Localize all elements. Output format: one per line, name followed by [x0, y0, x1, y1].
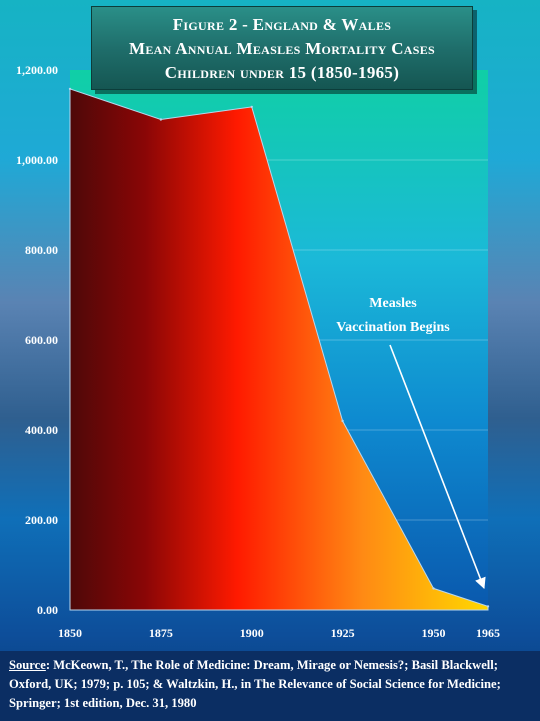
- data-point: [486, 605, 490, 608]
- x-axis-ticks: 1850 1875 1900 1925 1950 1965: [58, 626, 500, 640]
- source-label: Source: [9, 658, 46, 672]
- title-line-1: Figure 2 - England & Wales: [172, 15, 392, 34]
- y-tick-label: 800.00: [25, 243, 58, 257]
- x-tick-label: 1925: [331, 626, 355, 640]
- annotation-line-2: Vaccination Begins: [336, 320, 450, 335]
- annotation-arrow: [389, 344, 486, 590]
- annotation-line-1: Measles: [369, 296, 417, 311]
- x-tick-label: 1850: [58, 626, 82, 640]
- vaccination-annotation: Measles Vaccination Begins: [336, 296, 486, 590]
- x-tick-label: 1900: [240, 626, 264, 640]
- title-line-2: Mean Annual Measles Mortality Cases: [129, 39, 435, 58]
- title-line-3: Children under 15 (1850-1965): [164, 63, 400, 82]
- data-point: [159, 118, 163, 121]
- y-tick-label: 1,000.00: [16, 153, 58, 167]
- data-point: [432, 587, 435, 590]
- chart: 0.00 200.00 400.00 600.00 800.00 1,000.00 1,20…: [16, 63, 500, 640]
- x-tick-label: 1965: [476, 626, 500, 640]
- chart-title: Figure 2 - England & Wales Mean Annual M…: [91, 6, 473, 90]
- data-point: [341, 419, 344, 423]
- y-axis-ticks: 0.00 200.00 400.00 600.00 800.00 1,000.00 1,20…: [16, 63, 58, 617]
- y-tick-label: 200.00: [25, 513, 58, 527]
- y-tick-label: 0.00: [37, 603, 58, 617]
- x-tick-label: 1875: [149, 626, 173, 640]
- data-point: [68, 87, 72, 91]
- source-citation: Source: McKeown, T., The Role of Medicin…: [0, 651, 540, 721]
- y-tick-label: 400.00: [25, 423, 58, 437]
- y-tick-label: 1,200.00: [16, 63, 58, 77]
- x-tick-label: 1950: [421, 626, 445, 640]
- source-text: : McKeown, T., The Role of Medicine: Dre…: [9, 658, 501, 710]
- y-tick-label: 600.00: [25, 333, 58, 347]
- data-point: [250, 105, 253, 109]
- data-points: [68, 87, 490, 608]
